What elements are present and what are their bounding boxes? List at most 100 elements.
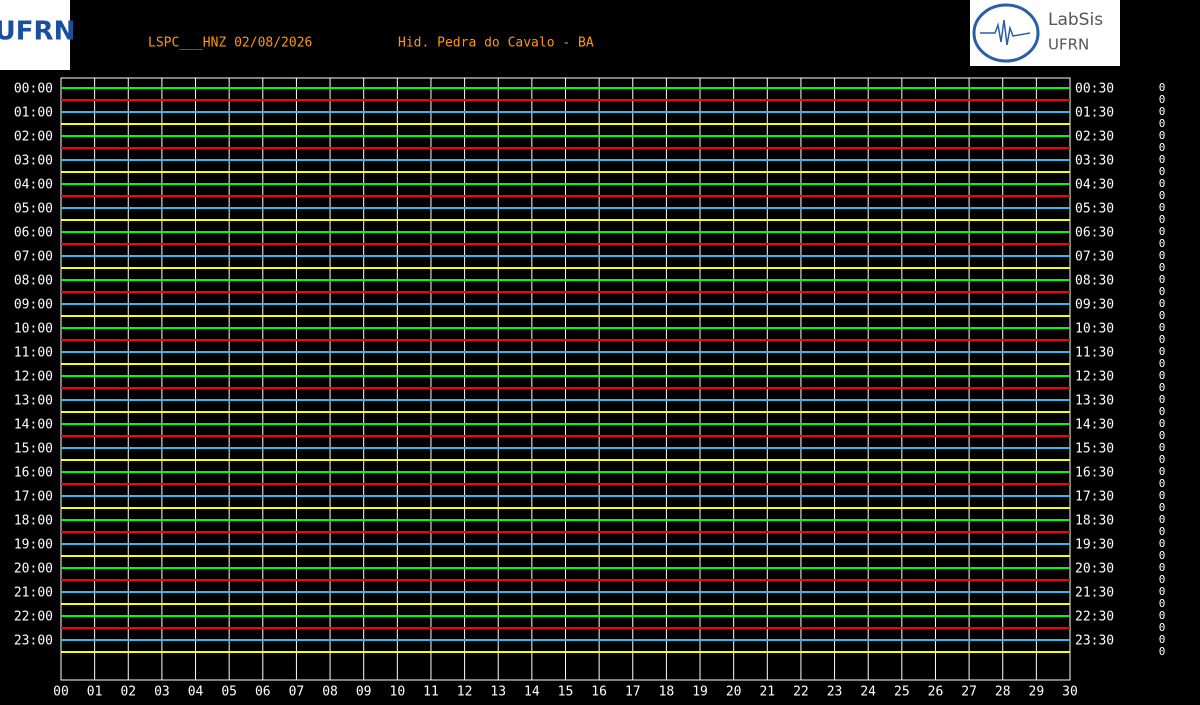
x-tick-label: 06: [255, 685, 271, 700]
x-tick-label: 01: [87, 685, 103, 700]
left-time-label: 09:00: [14, 298, 53, 313]
scale-label: 0: [1159, 429, 1166, 442]
scale-label: 0: [1159, 537, 1166, 550]
scale-label: 0: [1159, 297, 1166, 310]
left-time-label: 03:00: [14, 154, 53, 169]
x-tick-label: 29: [1029, 685, 1045, 700]
logo-wave: [980, 19, 1031, 46]
x-tick-label: 13: [490, 685, 506, 700]
scale-label: 0: [1159, 333, 1166, 346]
right-time-label: 17:30: [1075, 490, 1114, 505]
scale-label: 0: [1159, 501, 1166, 514]
left-time-label: 19:00: [14, 538, 53, 553]
x-tick-label: 11: [423, 685, 439, 700]
x-tick-label: 15: [558, 685, 574, 700]
x-tick-label: 00: [53, 685, 69, 700]
x-tick-label: 24: [860, 685, 876, 700]
scale-label: 0: [1159, 525, 1166, 538]
x-tick-label: 25: [894, 685, 910, 700]
left-time-label: 10:00: [14, 322, 53, 337]
scale-label: 0: [1159, 621, 1166, 634]
right-time-label: 22:30: [1075, 610, 1114, 625]
scale-label: 0: [1159, 549, 1166, 562]
x-tick-label: 05: [221, 685, 237, 700]
scale-label: 0: [1159, 201, 1166, 214]
x-tick-label: 10: [390, 685, 406, 700]
x-tick-label: 07: [289, 685, 305, 700]
right-time-label: 05:30: [1075, 202, 1114, 217]
x-tick-label: 08: [322, 685, 338, 700]
right-time-label: 11:30: [1075, 346, 1114, 361]
logo-right: LabSis UFRN: [970, 0, 1120, 66]
right-time-label: 10:30: [1075, 322, 1114, 337]
left-time-label: 17:00: [14, 490, 53, 505]
scale-label: 0: [1159, 129, 1166, 142]
scale-label: 0: [1159, 261, 1166, 274]
x-tick-label: 14: [524, 685, 540, 700]
scale-label: 0: [1159, 561, 1166, 574]
x-tick-label: 27: [961, 685, 977, 700]
right-time-label: 19:30: [1075, 538, 1114, 553]
left-time-label: 04:00: [14, 178, 53, 193]
right-time-label: 00:30: [1075, 82, 1114, 97]
x-tick-label: 17: [625, 685, 641, 700]
x-tick-label: 02: [120, 685, 136, 700]
logo-ring: [972, 3, 1040, 63]
right-time-label: 20:30: [1075, 562, 1114, 577]
scale-label: 0: [1159, 645, 1166, 658]
right-time-label: 23:30: [1075, 634, 1114, 649]
scale-label: 0: [1159, 345, 1166, 358]
x-tick-label: 04: [188, 685, 204, 700]
scale-label: 0: [1159, 177, 1166, 190]
left-time-label: 00:00: [14, 82, 53, 97]
scale-label: 0: [1159, 249, 1166, 262]
left-time-label: 16:00: [14, 466, 53, 481]
left-time-label: 05:00: [14, 202, 53, 217]
scale-label: 0: [1159, 405, 1166, 418]
right-time-label: 14:30: [1075, 418, 1114, 433]
x-tick-label: 23: [827, 685, 843, 700]
left-time-label: 21:00: [14, 586, 53, 601]
scale-label: 0: [1159, 417, 1166, 430]
right-time-label: 12:30: [1075, 370, 1114, 385]
scale-label: 0: [1159, 117, 1166, 130]
left-time-label: 01:00: [14, 106, 53, 121]
left-time-label: 08:00: [14, 274, 53, 289]
scale-label: 0: [1159, 309, 1166, 322]
scale-label: 0: [1159, 105, 1166, 118]
scale-label: 0: [1159, 285, 1166, 298]
scale-label: 0: [1159, 273, 1166, 286]
scale-label: 0: [1159, 513, 1166, 526]
scale-label: 0: [1159, 597, 1166, 610]
right-time-label: 07:30: [1075, 250, 1114, 265]
scale-label: 0: [1159, 453, 1166, 466]
left-time-label: 11:00: [14, 346, 53, 361]
scale-label: 0: [1159, 393, 1166, 406]
x-tick-label: 16: [591, 685, 607, 700]
scale-label: 0: [1159, 189, 1166, 202]
scale-label: 0: [1159, 369, 1166, 382]
right-time-label: 09:30: [1075, 298, 1114, 313]
scale-label: 0: [1159, 93, 1166, 106]
right-time-label: 03:30: [1075, 154, 1114, 169]
scale-label: 0: [1159, 477, 1166, 490]
left-time-label: 22:00: [14, 610, 53, 625]
x-tick-label: 09: [356, 685, 372, 700]
scale-label: 0: [1159, 573, 1166, 586]
scale-label: 0: [1159, 609, 1166, 622]
scale-label: 0: [1159, 237, 1166, 250]
scale-label: 0: [1159, 81, 1166, 94]
left-time-label: 23:00: [14, 634, 53, 649]
scale-label: 0: [1159, 381, 1166, 394]
logo-left: UFRN: [0, 0, 75, 70]
logo-right-text: LabSis: [1048, 10, 1103, 30]
x-tick-label: 03: [154, 685, 170, 700]
chart-subtitle: Hid. Pedra do Cavalo - BA: [398, 36, 594, 51]
scale-label: 0: [1159, 465, 1166, 478]
left-time-label: 02:00: [14, 130, 53, 145]
left-time-label: 12:00: [14, 370, 53, 385]
logo-left-bg: [0, 0, 70, 70]
x-tick-label: 30: [1062, 685, 1078, 700]
right-time-label: 02:30: [1075, 130, 1114, 145]
